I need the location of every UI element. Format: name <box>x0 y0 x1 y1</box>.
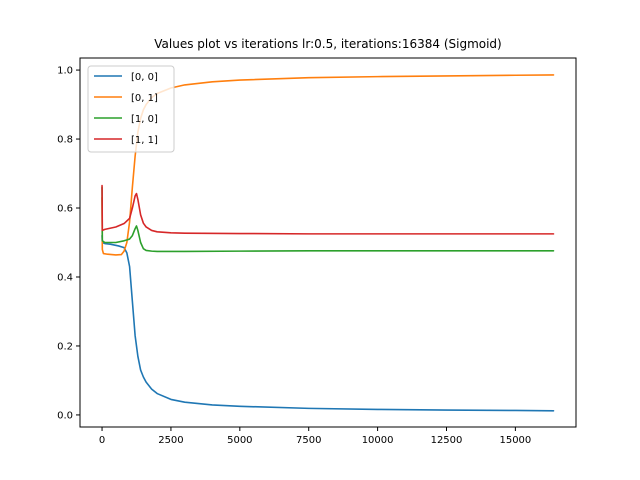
x-tick-label: 2500 <box>158 435 183 446</box>
series-line-2 <box>101 186 555 253</box>
series-line-0 <box>101 234 555 412</box>
x-tick-label: 12500 <box>431 435 463 446</box>
series-line-3 <box>101 184 555 235</box>
chart-title: Values plot vs iterations lr:0.5, iterat… <box>154 37 501 51</box>
legend-box <box>87 65 175 153</box>
x-tick-label: 7500 <box>296 435 321 446</box>
y-tick-label: 0.6 <box>57 204 73 215</box>
x-tick-label: 10000 <box>362 435 394 446</box>
x-tick-label: 15000 <box>499 435 531 446</box>
y-tick-label: 0.8 <box>57 135 73 146</box>
legend-label-2: [1, 0] <box>131 114 158 125</box>
legend-label-3: [1, 1] <box>131 135 158 146</box>
y-tick-label: 0.4 <box>57 272 73 283</box>
y-tick-label: 0.2 <box>57 341 73 352</box>
x-tick-label: 0 <box>99 435 105 446</box>
y-tick-label: 0.0 <box>57 410 73 421</box>
legend: [0, 0] [0, 1] [1, 0] [1, 1] <box>87 65 175 153</box>
y-tick-label: 1.0 <box>57 66 73 77</box>
x-tick-label: 5000 <box>227 435 252 446</box>
legend-label-0: [0, 0] <box>131 72 158 83</box>
plot-area: 0 2500 5000 7500 10000 12500 15000 0.00.20.40.… <box>57 57 577 446</box>
x-axis: 0 2500 5000 7500 10000 12500 15000 <box>99 427 531 446</box>
y-axis: 0.0 0.2 0.4 0.6 0.8 1.0 <box>57 66 80 421</box>
axes-frame <box>79 57 577 428</box>
legend-label-1: [0, 1] <box>131 93 158 104</box>
